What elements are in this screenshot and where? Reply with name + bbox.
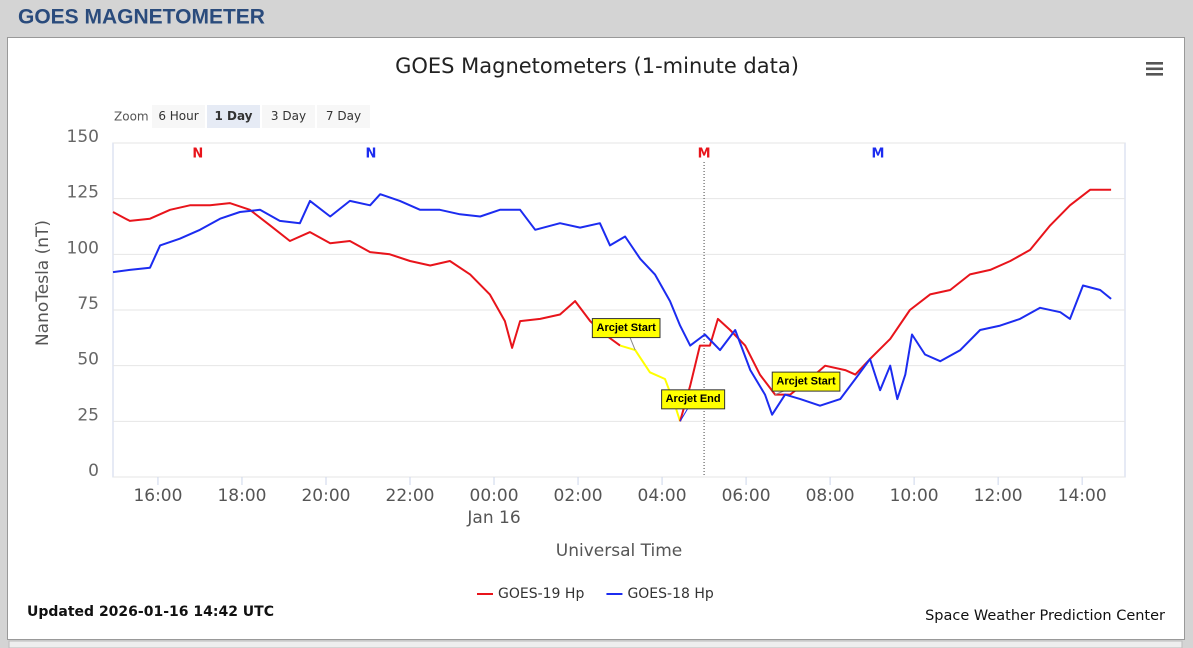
annotation-label: Arcjet Start <box>597 322 657 334</box>
annotation: Arcjet End <box>661 389 726 422</box>
legend-label: GOES-19 Hp <box>498 586 584 602</box>
y-tick-label: 125 <box>67 183 99 203</box>
annotation-box <box>771 371 841 392</box>
x-tick-label: 08:00 <box>806 486 855 506</box>
menu-bar <box>1146 62 1163 65</box>
menu-bar <box>1146 67 1163 71</box>
y-tick-label: 100 <box>67 238 99 258</box>
page-title: GOES MAGNETOMETER <box>18 6 265 29</box>
zoom-button[interactable]: 6 Hour <box>152 105 205 128</box>
y-tick-label: 0 <box>88 461 99 481</box>
x-date-label: Jan 16 <box>466 508 520 528</box>
updated-text: Updated 2026-01-16 14:42 UTC <box>27 604 274 620</box>
panel <box>7 37 1185 640</box>
legend-label: GOES-18 Hp <box>627 586 713 602</box>
panel-bottom <box>8 640 1183 648</box>
y-tick-label: 150 <box>67 127 99 147</box>
noon-midnight-marker: M <box>698 147 711 162</box>
x-axis-title: Universal Time <box>556 541 682 561</box>
zoom-button[interactable]: 3 Day <box>262 105 315 128</box>
zoom-button-label: 7 Day <box>326 109 361 123</box>
zoom-button[interactable]: 1 Day <box>207 105 260 128</box>
zoom-button-bg <box>152 105 205 128</box>
y-tick-label: 50 <box>77 350 99 370</box>
series-line <box>112 202 621 349</box>
x-tick-label: 04:00 <box>638 486 687 506</box>
annotation-label: Arcjet End <box>666 393 721 405</box>
zoom-button-label: 3 Day <box>271 109 306 123</box>
x-tick-label: 02:00 <box>554 486 603 506</box>
x-tick-label: 22:00 <box>386 486 435 506</box>
series-line <box>112 193 1112 416</box>
zoom-button-bg <box>262 105 315 128</box>
annotation-box <box>661 389 726 410</box>
x-tick-label: 18:00 <box>217 486 266 506</box>
x-tick-label: 20:00 <box>301 486 350 506</box>
x-tick-label: 12:00 <box>974 486 1023 506</box>
zoom-button[interactable]: 7 Day <box>317 105 370 128</box>
series-line <box>679 188 1112 422</box>
noon-midnight-marker: M <box>872 147 885 162</box>
x-tick-label: 06:00 <box>722 486 771 506</box>
x-tick-label: 16:00 <box>133 486 182 506</box>
chart-title: GOES Magnetometers (1-minute data) <box>395 54 799 78</box>
y-tick-label: 25 <box>77 405 99 425</box>
y-axis-title: NanoTesla (nT) <box>33 220 53 346</box>
menu-bar <box>1146 73 1163 76</box>
annotation-box <box>591 318 661 339</box>
zoom-button-bg <box>207 105 260 128</box>
y-tick-label: 75 <box>77 294 99 314</box>
menu-button[interactable] <box>1146 62 1163 76</box>
annotation: Arcjet Start <box>771 371 841 396</box>
noon-midnight-marker: N <box>192 147 203 162</box>
x-tick-label: 00:00 <box>470 486 519 506</box>
credit-text: Space Weather Prediction Center <box>925 608 1165 624</box>
x-tick-label: 10:00 <box>890 486 939 506</box>
annotation: Arcjet Start <box>591 318 661 351</box>
zoom-label: Zoom <box>114 110 149 124</box>
zoom-button-bg <box>317 105 370 128</box>
noon-midnight-marker: N <box>365 147 376 162</box>
x-tick-label: 14:00 <box>1058 486 1107 506</box>
legend-item[interactable]: GOES-19 Hp <box>477 586 584 602</box>
zoom-button-label: 1 Day <box>214 109 252 123</box>
legend-item[interactable]: GOES-18 Hp <box>606 586 714 602</box>
zoom-button-label: 6 Hour <box>158 109 198 123</box>
annotation-label: Arcjet Start <box>776 376 836 388</box>
